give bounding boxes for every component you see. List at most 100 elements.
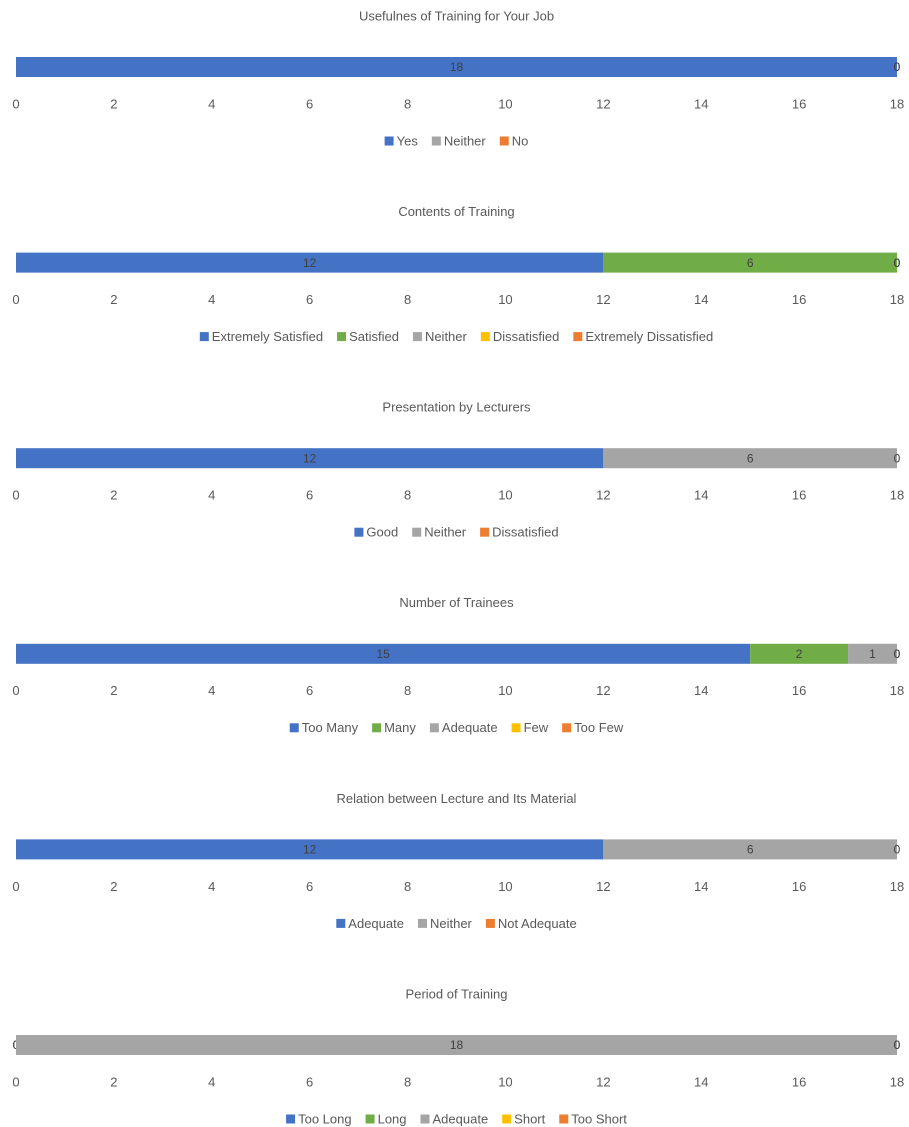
x-tick-label: 12 [596, 488, 610, 503]
x-tick-label: 12 [596, 1074, 610, 1089]
data-label: 0 [894, 256, 901, 270]
legend-label: Neither [424, 525, 467, 540]
legend-label: Extremely Satisfied [212, 329, 323, 344]
x-tick-label: 12 [596, 683, 610, 698]
x-tick-label: 2 [110, 292, 117, 307]
x-tick-label: 16 [792, 683, 806, 698]
x-tick-label: 10 [498, 1074, 512, 1089]
x-tick-label: 4 [208, 292, 215, 307]
legend-swatch [286, 1114, 296, 1124]
x-tick-label: 18 [890, 1074, 904, 1089]
data-label: 0 [894, 256, 901, 270]
x-tick-label: 14 [694, 292, 708, 307]
x-tick-label: 6 [306, 292, 313, 307]
legend: Adequate Neither Not Adequate [336, 916, 577, 931]
x-tick-label: 16 [792, 292, 806, 307]
x-tick-label: 10 [498, 683, 512, 698]
legend-label: Dissatisfied [493, 329, 559, 344]
data-label: 0 [894, 647, 901, 661]
x-tick-label: 0 [12, 292, 19, 307]
chart: Presentation by Lecturers 0 2 4 6 8 10 12 14 16 18… [12, 400, 904, 540]
legend-swatch [559, 1114, 569, 1124]
legend: Yes Neither No [384, 133, 529, 148]
legend-label: Adequate [433, 1111, 489, 1126]
legend-swatch [354, 527, 364, 537]
x-tick-label: 4 [208, 96, 215, 111]
chart: Usefulnes of Training for Your Job 0 2 4 6 8 1… [12, 8, 904, 148]
x-tick-label: 16 [792, 879, 806, 894]
bar-segment [603, 839, 897, 860]
legend: Extremely Satisfied Satisfied Neither Dissa… [199, 329, 713, 344]
chart-title: Usefulnes of Training for Your Job [359, 8, 554, 23]
x-tick-label: 18 [890, 683, 904, 698]
legend: Good Neither Dissatisfied [354, 525, 559, 540]
legend-swatch [420, 1114, 430, 1124]
x-tick-label: 10 [498, 879, 512, 894]
legend-swatch [429, 723, 439, 733]
legend-swatch [511, 723, 521, 733]
x-tick-label: 18 [890, 96, 904, 111]
x-tick-label: 14 [694, 96, 708, 111]
legend-label: Extremely Dissatisfied [585, 329, 713, 344]
legend-label: Adequate [442, 720, 498, 735]
chart-title: Period of Training [406, 986, 508, 1001]
data-label: 6 [747, 843, 754, 857]
legend-swatch [412, 527, 422, 537]
x-tick-label: 6 [306, 683, 313, 698]
x-tick-label: 16 [792, 488, 806, 503]
x-tick-label: 14 [694, 1074, 708, 1089]
legend: Too Long Long Adequate Short Too Short [286, 1111, 627, 1126]
x-tick-label: 6 [306, 96, 313, 111]
x-tick-label: 12 [596, 292, 610, 307]
x-tick-label: 18 [890, 292, 904, 307]
legend-label: No [512, 133, 529, 148]
legend-label: Too Few [574, 720, 624, 735]
bar-segment [16, 57, 897, 77]
x-tick-label: 4 [208, 879, 215, 894]
chart-title: Contents of Training [398, 204, 514, 219]
data-label: 18 [450, 60, 464, 74]
x-tick-label: 10 [498, 96, 512, 111]
legend-swatch [480, 332, 490, 342]
x-tick-label: 4 [208, 683, 215, 698]
legend-label: Neither [430, 916, 473, 931]
x-tick-label: 10 [498, 488, 512, 503]
bar-segment [16, 252, 604, 273]
legend-label: Too Many [302, 720, 359, 735]
bar-segment [16, 643, 751, 664]
data-label: 6 [747, 256, 754, 270]
x-tick-label: 4 [208, 1074, 215, 1089]
x-tick-label: 6 [306, 879, 313, 894]
data-label: 6 [747, 451, 754, 465]
x-tick-label: 8 [404, 96, 411, 111]
legend-label: Neither [444, 133, 487, 148]
data-label: 1 [869, 647, 876, 661]
bar-segment [603, 252, 897, 273]
data-label: 12 [303, 256, 317, 270]
legend-label: Not Adequate [498, 916, 577, 931]
x-tick-label: 18 [890, 488, 904, 503]
bar-segment [16, 839, 604, 860]
data-label: 0 [894, 60, 901, 74]
legend-swatch [480, 527, 490, 537]
data-label: 12 [303, 451, 317, 465]
x-tick-label: 16 [792, 1074, 806, 1089]
data-label: 0 [894, 1038, 901, 1052]
legend-swatch [336, 918, 346, 928]
legend-swatch [502, 1114, 512, 1124]
chart-title: Relation between Lecture and Its Materia… [337, 791, 577, 806]
bar-segment [16, 1035, 897, 1055]
legend-swatch [365, 1114, 375, 1124]
legend-swatch [499, 136, 509, 146]
x-tick-label: 2 [110, 96, 117, 111]
bar-segment [848, 643, 897, 664]
chart: Relation between Lecture and Its Materia… [12, 791, 904, 931]
legend-label: Short [514, 1111, 545, 1126]
x-tick-label: 12 [596, 879, 610, 894]
x-tick-label: 10 [498, 292, 512, 307]
x-tick-label: 14 [694, 683, 708, 698]
x-tick-label: 14 [694, 488, 708, 503]
